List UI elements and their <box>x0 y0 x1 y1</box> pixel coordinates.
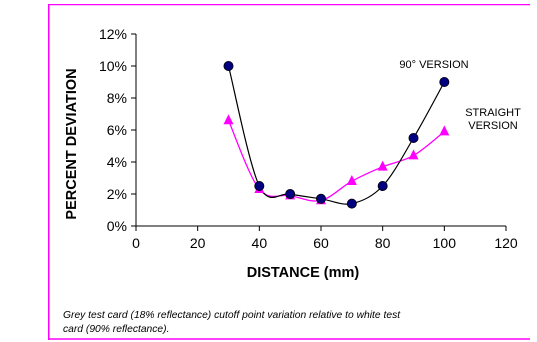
data-point-straight-version <box>377 160 388 171</box>
y-tick-label: 12% <box>99 26 127 42</box>
x-tick-label: 60 <box>313 235 329 251</box>
data-point-straight-version <box>223 114 234 125</box>
series-label-straight-line2: VERSION <box>468 120 518 132</box>
x-tick-label: 120 <box>494 235 518 251</box>
y-tick-label: 8% <box>107 90 127 106</box>
y-tick-label: 10% <box>99 58 127 74</box>
y-tick-label: 2% <box>107 186 127 202</box>
data-point-90-version <box>346 198 357 209</box>
y-tick-label: 0% <box>107 218 127 234</box>
data-point-90-version <box>408 132 419 143</box>
x-axis-ticks: 0 20 40 60 80 100 120 <box>132 226 518 251</box>
chart-frame: 0% 2% 4% 6% 8% 10% 12% 0 20 40 60 80 100 120 PERCENT… <box>48 4 530 340</box>
x-tick-label: 40 <box>252 235 268 251</box>
data-point-90-version <box>315 193 326 204</box>
chart-svg: 0% 2% 4% 6% 8% 10% 12% 0 20 40 60 80 100 120 PERCENT… <box>48 4 530 340</box>
data-point-90-version <box>439 77 450 88</box>
x-tick-label: 20 <box>190 235 206 251</box>
data-point-90-version <box>254 180 265 191</box>
x-axis-title: DISTANCE (mm) <box>247 265 360 281</box>
x-tick-label: 0 <box>132 235 140 251</box>
y-axis-title: PERCENT DEVIATION <box>64 68 80 219</box>
y-tick-label: 4% <box>107 154 127 170</box>
y-tick-label: 6% <box>107 122 127 138</box>
series-markers <box>223 61 450 209</box>
caption-line-1: Grey test card (18% reflectance) cutoff … <box>63 310 401 321</box>
series-label-straight-line1: STRAIGHT <box>465 107 521 119</box>
y-axis-ticks: 0% 2% 4% 6% 8% 10% 12% <box>99 26 136 234</box>
x-tick-label: 100 <box>433 235 457 251</box>
data-point-90-version <box>285 188 296 199</box>
series-label-90-version: 90° VERSION <box>399 59 468 71</box>
data-point-straight-version <box>439 125 450 136</box>
caption-line-2: card (90% reflectance). <box>63 324 169 335</box>
data-point-90-version <box>223 61 234 72</box>
data-point-straight-version <box>408 149 419 160</box>
data-point-90-version <box>377 180 388 191</box>
data-point-straight-version <box>346 175 357 185</box>
x-tick-label: 80 <box>375 235 391 251</box>
